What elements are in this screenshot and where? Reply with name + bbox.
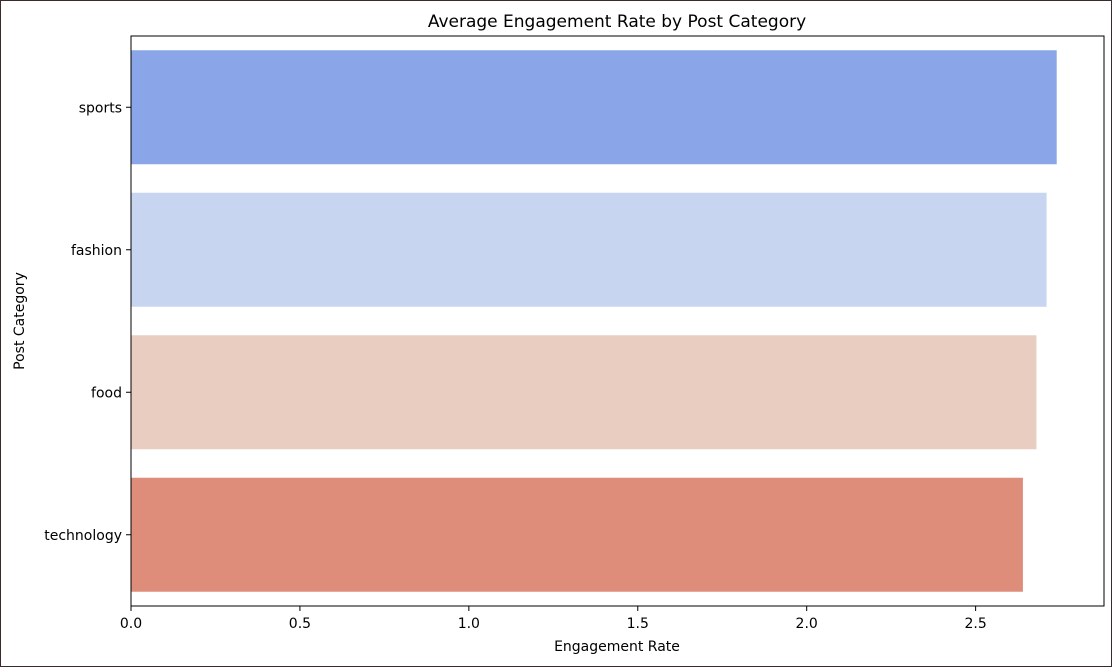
- x-tick-label: 1.0: [458, 616, 480, 632]
- y-tick-label: food: [91, 385, 122, 401]
- bar-fashion: [131, 192, 1047, 307]
- y-axis-label: Post Category: [12, 272, 28, 370]
- x-tick-label: 1.5: [627, 616, 649, 632]
- y-ticks-group: sports fashion food technology: [44, 100, 131, 544]
- bar-sports: [131, 50, 1057, 165]
- chart-title: Average Engagement Rate by Post Category: [428, 12, 806, 32]
- x-tick-label: 2.5: [964, 616, 986, 632]
- y-tick-label: technology: [44, 528, 122, 544]
- x-tick-label: 2.0: [796, 616, 818, 632]
- bar-technology: [131, 477, 1023, 592]
- x-tick-label: 0.0: [120, 616, 142, 632]
- y-tick-label: sports: [79, 100, 122, 116]
- plot-area-frame: [130, 35, 1105, 607]
- x-tick-label: 0.5: [289, 616, 311, 632]
- bars-group: [131, 50, 1057, 592]
- bar-food: [131, 335, 1037, 450]
- x-ticks-group: 0.0 0.5 1.0 1.5 2.0 2.5: [120, 606, 987, 632]
- y-tick-label: fashion: [71, 243, 122, 259]
- x-axis-label: Engagement Rate: [554, 639, 680, 655]
